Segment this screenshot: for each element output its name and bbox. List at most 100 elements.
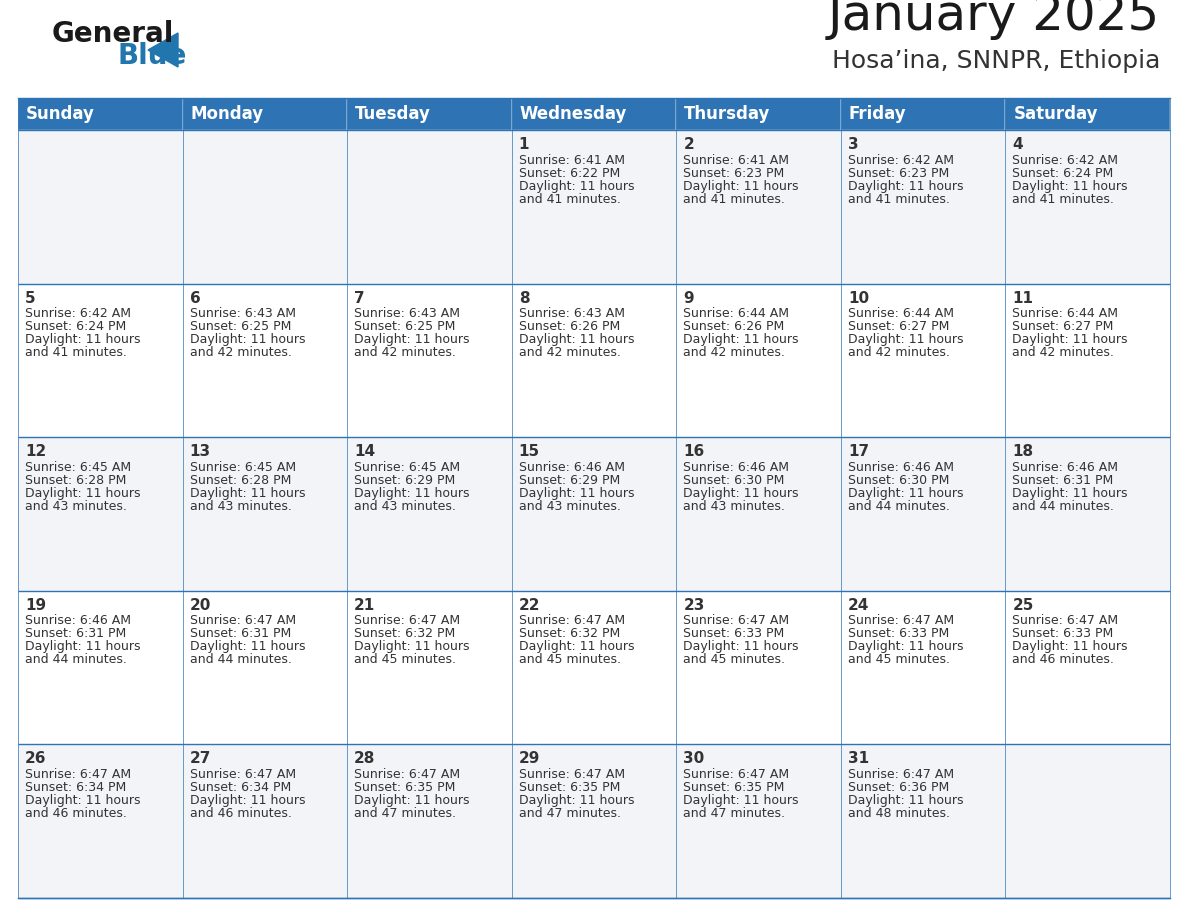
Text: Wednesday: Wednesday xyxy=(519,105,627,123)
Text: and 43 minutes.: and 43 minutes. xyxy=(519,499,620,513)
Bar xyxy=(347,284,512,437)
Text: 26: 26 xyxy=(25,752,46,767)
Bar xyxy=(1005,744,1170,898)
Text: Saturday: Saturday xyxy=(1013,105,1098,123)
Text: Sunrise: 6:46 AM: Sunrise: 6:46 AM xyxy=(848,461,954,474)
Text: Daylight: 11 hours: Daylight: 11 hours xyxy=(1012,487,1127,499)
Text: Thursday: Thursday xyxy=(684,105,771,123)
Text: Daylight: 11 hours: Daylight: 11 hours xyxy=(683,333,798,346)
Text: and 42 minutes.: and 42 minutes. xyxy=(190,346,291,359)
Text: Sunset: 6:27 PM: Sunset: 6:27 PM xyxy=(848,320,949,333)
Text: Sunday: Sunday xyxy=(26,105,95,123)
Text: Monday: Monday xyxy=(190,105,264,123)
Text: Sunrise: 6:45 AM: Sunrise: 6:45 AM xyxy=(354,461,460,474)
Text: Daylight: 11 hours: Daylight: 11 hours xyxy=(1012,333,1127,346)
Text: Sunset: 6:35 PM: Sunset: 6:35 PM xyxy=(519,781,620,794)
Bar xyxy=(18,437,183,591)
Bar xyxy=(841,744,1005,898)
Text: Sunrise: 6:47 AM: Sunrise: 6:47 AM xyxy=(848,767,954,781)
Text: Sunset: 6:24 PM: Sunset: 6:24 PM xyxy=(25,320,126,333)
Text: Hosa’ina, SNNPR, Ethiopia: Hosa’ina, SNNPR, Ethiopia xyxy=(832,49,1159,73)
Text: 5: 5 xyxy=(25,291,36,306)
Text: Daylight: 11 hours: Daylight: 11 hours xyxy=(190,333,305,346)
Text: and 46 minutes.: and 46 minutes. xyxy=(25,807,127,820)
Text: and 47 minutes.: and 47 minutes. xyxy=(683,807,785,820)
Text: and 42 minutes.: and 42 minutes. xyxy=(848,346,949,359)
Text: and 46 minutes.: and 46 minutes. xyxy=(1012,654,1114,666)
Text: Sunset: 6:24 PM: Sunset: 6:24 PM xyxy=(1012,166,1113,180)
Text: Sunrise: 6:47 AM: Sunrise: 6:47 AM xyxy=(190,614,296,627)
Text: 4: 4 xyxy=(1012,137,1023,152)
Text: 17: 17 xyxy=(848,444,868,459)
Text: Daylight: 11 hours: Daylight: 11 hours xyxy=(848,794,963,807)
Text: Sunrise: 6:43 AM: Sunrise: 6:43 AM xyxy=(354,308,460,320)
Text: Sunrise: 6:46 AM: Sunrise: 6:46 AM xyxy=(519,461,625,474)
Text: Daylight: 11 hours: Daylight: 11 hours xyxy=(354,333,469,346)
Text: 25: 25 xyxy=(1012,598,1034,613)
Text: Daylight: 11 hours: Daylight: 11 hours xyxy=(848,487,963,499)
Text: and 47 minutes.: and 47 minutes. xyxy=(519,807,620,820)
Bar xyxy=(1005,130,1170,284)
Text: Sunset: 6:32 PM: Sunset: 6:32 PM xyxy=(354,627,455,641)
Text: and 43 minutes.: and 43 minutes. xyxy=(683,499,785,513)
Text: Daylight: 11 hours: Daylight: 11 hours xyxy=(354,641,469,654)
Text: and 43 minutes.: and 43 minutes. xyxy=(190,499,291,513)
Text: Daylight: 11 hours: Daylight: 11 hours xyxy=(25,333,140,346)
Text: 30: 30 xyxy=(683,752,704,767)
Text: Sunrise: 6:47 AM: Sunrise: 6:47 AM xyxy=(519,614,625,627)
Text: Sunrise: 6:42 AM: Sunrise: 6:42 AM xyxy=(848,153,954,166)
Text: Sunset: 6:33 PM: Sunset: 6:33 PM xyxy=(683,627,784,641)
Text: Sunrise: 6:43 AM: Sunrise: 6:43 AM xyxy=(519,308,625,320)
Bar xyxy=(512,130,676,284)
Bar xyxy=(676,744,841,898)
Text: Sunset: 6:35 PM: Sunset: 6:35 PM xyxy=(354,781,455,794)
Text: and 44 minutes.: and 44 minutes. xyxy=(25,654,127,666)
Text: and 45 minutes.: and 45 minutes. xyxy=(683,654,785,666)
Text: Sunset: 6:25 PM: Sunset: 6:25 PM xyxy=(190,320,291,333)
Text: January 2025: January 2025 xyxy=(828,0,1159,40)
Text: Sunrise: 6:42 AM: Sunrise: 6:42 AM xyxy=(25,308,131,320)
Bar xyxy=(183,130,347,284)
Bar xyxy=(347,98,512,130)
Text: Sunrise: 6:45 AM: Sunrise: 6:45 AM xyxy=(190,461,296,474)
Text: and 42 minutes.: and 42 minutes. xyxy=(354,346,456,359)
Bar xyxy=(1005,98,1170,130)
Text: Daylight: 11 hours: Daylight: 11 hours xyxy=(519,641,634,654)
Text: Sunset: 6:34 PM: Sunset: 6:34 PM xyxy=(25,781,126,794)
Bar xyxy=(676,591,841,744)
Text: Sunrise: 6:47 AM: Sunrise: 6:47 AM xyxy=(683,614,789,627)
Text: Sunrise: 6:47 AM: Sunrise: 6:47 AM xyxy=(1012,614,1119,627)
Text: Sunset: 6:22 PM: Sunset: 6:22 PM xyxy=(519,166,620,180)
Text: Daylight: 11 hours: Daylight: 11 hours xyxy=(683,641,798,654)
Bar xyxy=(512,98,676,130)
Text: Sunset: 6:35 PM: Sunset: 6:35 PM xyxy=(683,781,784,794)
Text: 23: 23 xyxy=(683,598,704,613)
Bar xyxy=(841,284,1005,437)
Text: 1: 1 xyxy=(519,137,529,152)
Text: 15: 15 xyxy=(519,444,539,459)
Text: Daylight: 11 hours: Daylight: 11 hours xyxy=(25,487,140,499)
Text: Blue: Blue xyxy=(118,42,188,70)
Bar xyxy=(512,437,676,591)
Text: 19: 19 xyxy=(25,598,46,613)
Text: and 46 minutes.: and 46 minutes. xyxy=(190,807,291,820)
Text: Sunrise: 6:47 AM: Sunrise: 6:47 AM xyxy=(848,614,954,627)
Text: Sunrise: 6:47 AM: Sunrise: 6:47 AM xyxy=(354,767,460,781)
Text: Sunset: 6:33 PM: Sunset: 6:33 PM xyxy=(848,627,949,641)
Bar xyxy=(676,130,841,284)
Bar xyxy=(512,744,676,898)
Text: 20: 20 xyxy=(190,598,211,613)
Text: and 42 minutes.: and 42 minutes. xyxy=(519,346,620,359)
Text: 21: 21 xyxy=(354,598,375,613)
Text: and 41 minutes.: and 41 minutes. xyxy=(848,193,949,206)
Text: Daylight: 11 hours: Daylight: 11 hours xyxy=(354,487,469,499)
Text: and 45 minutes.: and 45 minutes. xyxy=(354,654,456,666)
Text: and 43 minutes.: and 43 minutes. xyxy=(25,499,127,513)
Bar xyxy=(347,744,512,898)
Text: Daylight: 11 hours: Daylight: 11 hours xyxy=(190,794,305,807)
Bar xyxy=(841,591,1005,744)
Bar xyxy=(512,284,676,437)
Text: Daylight: 11 hours: Daylight: 11 hours xyxy=(683,487,798,499)
Text: Sunset: 6:30 PM: Sunset: 6:30 PM xyxy=(683,474,784,487)
Text: Sunrise: 6:44 AM: Sunrise: 6:44 AM xyxy=(683,308,789,320)
